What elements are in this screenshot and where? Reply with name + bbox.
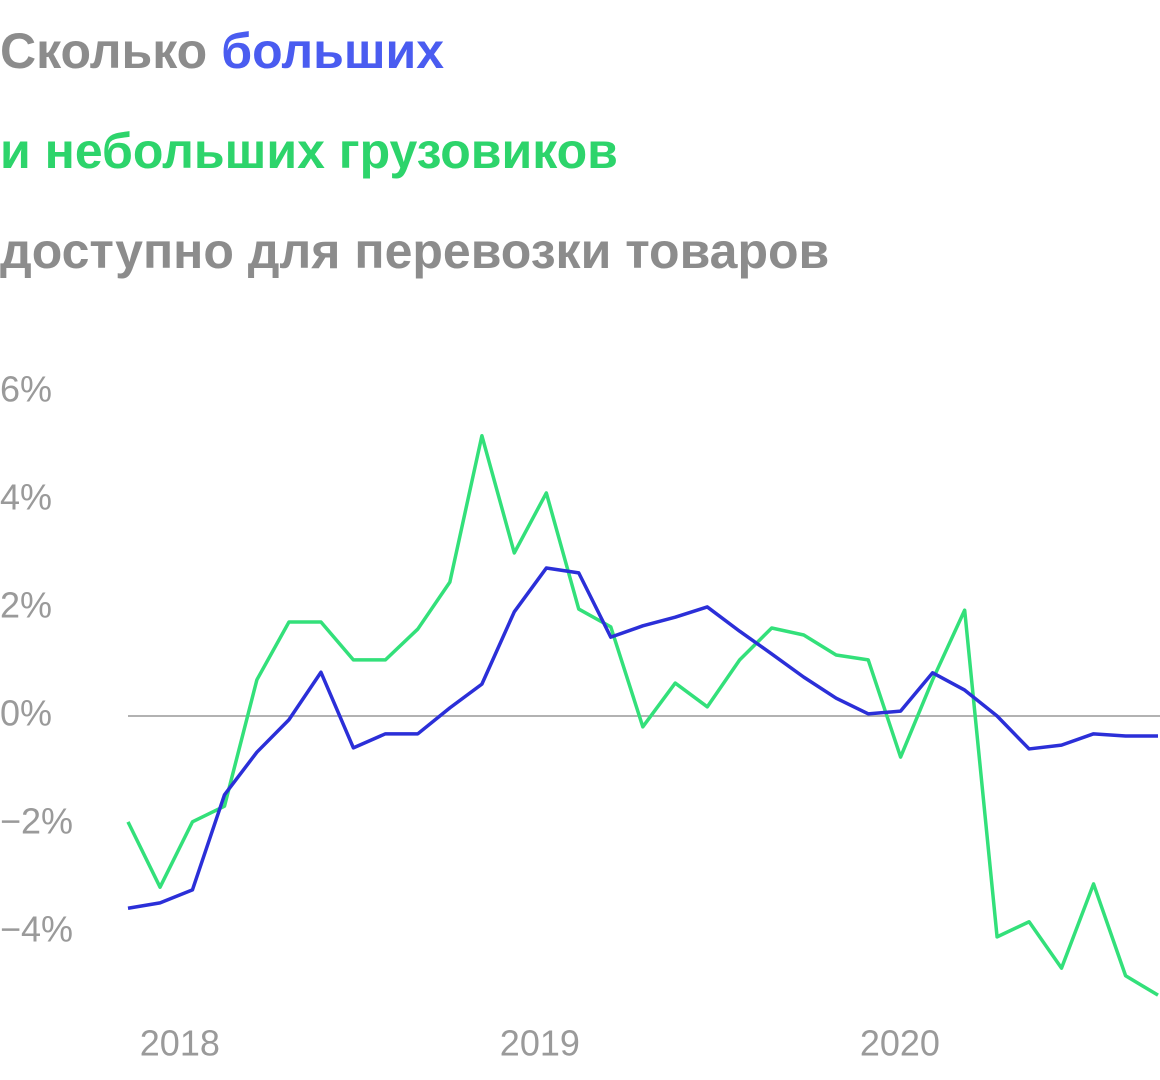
y-tick-label: 2% [0, 585, 52, 626]
x-tick-label: 2018 [140, 1023, 220, 1064]
series-line [126, 433, 1159, 997]
title-part: больших [221, 23, 444, 79]
title-part: доступно для перевозки товаров [0, 223, 829, 279]
series-line [127, 566, 1158, 910]
chart-title: доступно для перевозки товаров [0, 223, 829, 279]
y-tick-label: 0% [0, 693, 52, 734]
y-tick-label: −2% [0, 801, 73, 842]
x-tick-label: 2020 [860, 1023, 940, 1064]
x-tick-label: 2019 [500, 1023, 580, 1064]
chart-title: Сколько больших [0, 23, 444, 79]
y-tick-label: 6% [0, 369, 52, 410]
chart-title: и небольших грузовиков [0, 123, 618, 179]
y-tick-label: −4% [0, 909, 73, 950]
title-part: и небольших грузовиков [0, 123, 618, 179]
title-part: Сколько [0, 23, 207, 79]
y-tick-label: 4% [0, 477, 52, 518]
